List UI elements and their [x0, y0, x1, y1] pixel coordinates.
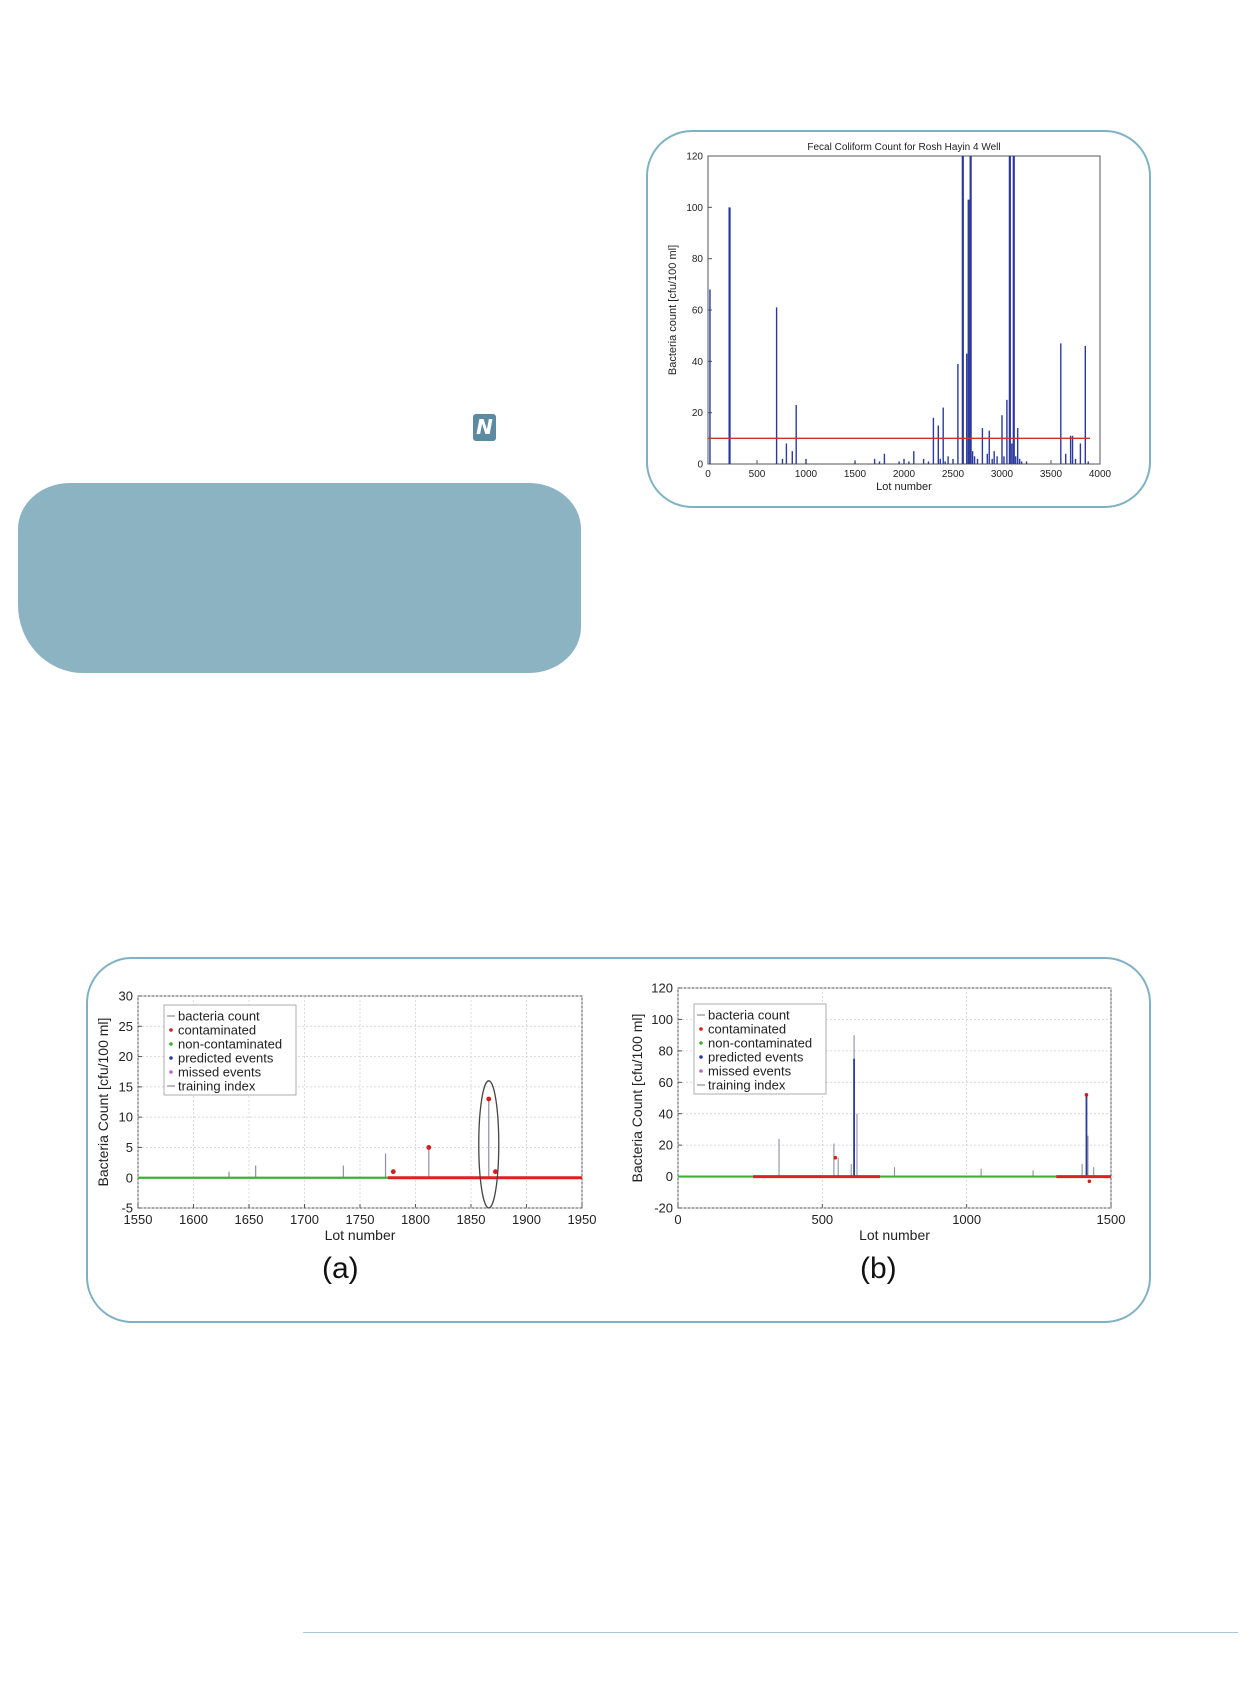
legend-entry: bacteria count	[178, 1009, 260, 1024]
x-tick-label: 500	[811, 1212, 833, 1227]
contaminated-point	[1084, 1093, 1089, 1097]
legend-swatch	[699, 1055, 703, 1059]
y-tick-label: -5	[121, 1201, 133, 1216]
x-tick-label: 1950	[568, 1212, 597, 1227]
y-tick-label: 100	[651, 1012, 673, 1027]
x-tick-label: 0	[705, 469, 711, 480]
y-tick-label: 0	[126, 1170, 133, 1185]
plot-area	[707, 155, 1101, 465]
legend-box	[693, 1003, 827, 1095]
x-tick-label: 1500	[1097, 1212, 1126, 1227]
y-tick-label: 40	[692, 357, 704, 368]
x-tick-label: 3500	[1040, 469, 1063, 480]
x-tick-label: 1550	[124, 1212, 153, 1227]
x-tick-label: 1850	[457, 1212, 486, 1227]
y-tick-label: 5	[126, 1140, 133, 1155]
legend-entry: training index	[708, 1078, 786, 1093]
x-tick-label: 1800	[401, 1212, 430, 1227]
y-tick-label: 60	[659, 1075, 673, 1090]
x-tick-label: 1500	[844, 469, 867, 480]
highlight-ellipse	[478, 1080, 500, 1209]
legend-swatch	[169, 1070, 173, 1074]
legend-entry: missed events	[708, 1064, 792, 1079]
legend-swatch	[699, 1069, 703, 1073]
panel-b-label: (b)	[860, 1252, 897, 1285]
chart-title: Fecal Coliform Count for Rosh Hayin 4 We…	[807, 142, 1000, 153]
y-tick-label: 20	[659, 1138, 673, 1153]
publisher-logo-icon: N	[473, 414, 496, 441]
y-tick-label: 40	[659, 1106, 673, 1121]
y-tick-label: 80	[659, 1043, 673, 1058]
x-tick-label: 1600	[179, 1212, 208, 1227]
x-tick-label: 2000	[893, 469, 916, 480]
contaminated-point	[493, 1169, 498, 1175]
figure-frame-bottom	[86, 957, 1151, 1323]
x-tick-label: 1000	[795, 469, 818, 480]
x-axis-label: Lot number	[325, 1227, 396, 1243]
legend-swatch	[699, 1041, 703, 1045]
y-tick-label: 25	[119, 1019, 133, 1034]
legend-swatch	[169, 1028, 173, 1032]
y-axis-label: Bacteria Count [cfu/100 ml]	[95, 1018, 111, 1187]
legend-box	[163, 1004, 297, 1096]
y-axis-label: Bacteria Count [cfu/100 ml]	[629, 1014, 645, 1183]
legend-entry: missed events	[178, 1065, 262, 1080]
x-axis-label: Lot number	[859, 1227, 930, 1243]
y-tick-label: 60	[692, 306, 704, 317]
contaminated-point	[833, 1155, 838, 1160]
x-tick-label: 3000	[991, 469, 1014, 480]
legend-entry: non-contaminated	[178, 1037, 282, 1052]
legend-swatch	[169, 1056, 173, 1060]
decorative-teal-block	[18, 483, 581, 673]
legend-entry: predicted events	[708, 1050, 804, 1065]
y-tick-label: 0	[666, 1169, 673, 1184]
contaminated-point	[1087, 1179, 1092, 1184]
y-tick-label: 100	[686, 203, 703, 214]
y-tick-label: 120	[651, 981, 673, 996]
y-tick-label: 120	[686, 152, 703, 163]
panel-a-label: (a)	[322, 1252, 359, 1285]
y-tick-label: -20	[654, 1201, 673, 1216]
legend-entry: contaminated	[178, 1023, 256, 1038]
y-tick-label: 10	[119, 1110, 133, 1125]
y-tick-label: 15	[119, 1079, 133, 1094]
x-tick-label: 1000	[952, 1212, 981, 1227]
contaminated-point	[486, 1096, 492, 1102]
x-tick-label: 1750	[346, 1212, 375, 1227]
legend-swatch	[699, 1027, 703, 1031]
contaminated-point	[426, 1145, 432, 1150]
legend-entry: bacteria count	[708, 1008, 790, 1023]
x-axis-label: Lot number	[876, 481, 932, 493]
y-tick-label: 80	[692, 254, 704, 265]
contaminated-point	[390, 1169, 396, 1175]
y-tick-label: 30	[119, 989, 133, 1004]
footer-rule	[303, 1632, 1238, 1633]
legend-entry: predicted events	[178, 1051, 274, 1066]
figure-frame-top	[646, 130, 1151, 508]
legend-swatch	[169, 1042, 173, 1046]
legend-entry: training index	[178, 1079, 256, 1094]
x-tick-label: 500	[749, 469, 766, 480]
y-tick-label: 20	[692, 408, 704, 419]
x-tick-label: 1650	[235, 1212, 264, 1227]
y-tick-label: 20	[119, 1049, 133, 1064]
x-tick-label: 0	[674, 1212, 681, 1227]
y-tick-label: 0	[697, 460, 703, 471]
legend-entry: contaminated	[708, 1022, 786, 1037]
legend-entry: non-contaminated	[708, 1036, 812, 1051]
x-tick-label: 1700	[290, 1212, 319, 1227]
x-tick-label: 1900	[512, 1212, 541, 1227]
x-tick-label: 2500	[942, 469, 965, 480]
y-axis-label: Bacteria count [cfu/100 ml]	[667, 245, 679, 375]
x-tick-label: 4000	[1089, 469, 1112, 480]
